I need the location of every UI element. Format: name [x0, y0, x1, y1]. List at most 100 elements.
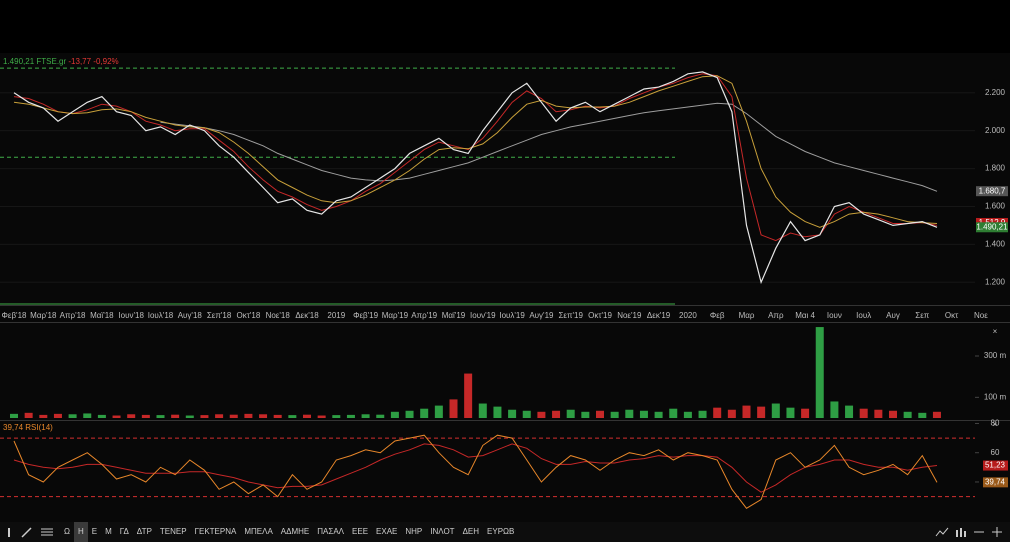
toolbar-button[interactable]: ΕΥΡΩΒ: [487, 527, 515, 536]
y-tick-label: 1.600: [985, 202, 1006, 211]
volume-bar: [39, 414, 48, 418]
top-band: [0, 0, 1010, 53]
toolbar-items: Ω Η Ε Μ ΓΔ ΔΤΡ ΤΕΝΕΡ ΓΕΚΤΕΡΝΑ ΜΠΕΛΑ ΑΔΜΗΕ ΠΑΣΑΛ ΕΕΕ…: [60, 522, 518, 542]
volume-bar: [361, 414, 370, 418]
toolbar-button[interactable]: ΝΗΡ: [405, 527, 423, 536]
volume-bar: [464, 373, 473, 418]
volume-bar: [376, 414, 385, 418]
x-tick-label: Μαι 4: [795, 311, 815, 320]
toolbar-button[interactable]: ΔΕΗ: [462, 527, 480, 536]
toolbar-button[interactable]: ΜΠΕΛΑ: [244, 527, 273, 536]
chart-background: [0, 53, 1010, 522]
toolbar-button[interactable]: Μ: [105, 527, 112, 536]
volume-bar: [83, 413, 92, 418]
volume-bar: [405, 410, 414, 418]
volume-bar: [24, 412, 33, 418]
price-label-box: [976, 222, 1008, 233]
toolbar-button[interactable]: ΠΑΣΑΛ: [317, 527, 345, 536]
close-icon[interactable]: ×: [993, 327, 998, 336]
x-tick-label: Δεκ'18: [295, 311, 319, 320]
value-label: 51,23: [985, 461, 1006, 470]
rsi-header: 39,74 RSI(14): [3, 423, 53, 432]
x-tick-label: Μαρ'18: [30, 311, 57, 320]
toolbar-icons[interactable]: [0, 522, 60, 542]
toolbar-button[interactable]: ΑΔΜΗΕ: [280, 527, 310, 536]
volume-bar: [244, 413, 253, 418]
volume-bar: [845, 405, 854, 418]
volume-bar: [229, 414, 238, 418]
toolbar-button[interactable]: Η: [73, 522, 88, 542]
x-tick-label: Σεπ'19: [558, 311, 583, 320]
rsi-title: RSI(14): [25, 423, 53, 432]
toolbar-button[interactable]: ΙΝΛΟΤ: [430, 527, 455, 536]
volume-bar: [566, 409, 575, 418]
toolbar-button[interactable]: Ω: [64, 527, 70, 536]
volume-bar: [757, 406, 766, 418]
volume-bar: [771, 403, 780, 418]
volume-bar: [874, 409, 883, 418]
y-tick-label: 1.400: [985, 239, 1006, 248]
x-tick-label: Ιουν: [827, 311, 842, 320]
volume-bar: [478, 403, 487, 418]
change: -13,77 -0,92%: [68, 57, 118, 66]
volume-bar: [932, 411, 941, 418]
volume-bar: [273, 414, 282, 418]
x-tick-label: 2020: [679, 311, 697, 320]
toolbar-button[interactable]: ΕΧΑΕ: [376, 527, 398, 536]
x-tick-label: Νοε: [974, 311, 988, 320]
volume-bar: [610, 411, 619, 418]
volume-bar: [508, 409, 517, 418]
volume-bar: [698, 410, 707, 418]
series-line: [160, 102, 938, 192]
x-tick-label: Απρ'19: [411, 311, 437, 320]
toolbar-button[interactable]: ΔΤΡ: [136, 527, 152, 536]
toolbar-button[interactable]: ΕΕΕ: [352, 527, 369, 536]
volume-bar: [639, 410, 648, 418]
value-label: 39,74: [985, 477, 1006, 486]
volume-bar: [317, 415, 326, 418]
x-tick-label: Μαρ: [739, 311, 755, 320]
y-tick-label: 1.200: [985, 277, 1006, 286]
volume-bar: [713, 407, 722, 418]
toolbar-button[interactable]: ΓΕΚΤΕΡΝΑ: [194, 527, 237, 536]
x-tick-label: Μαρ'19: [382, 311, 409, 320]
y-tick-label: 60: [991, 448, 1000, 457]
x-tick-label: Ιουν'19: [470, 311, 496, 320]
x-tick-label: Νοε'19: [617, 311, 642, 320]
close-icon[interactable]: ×: [993, 420, 998, 429]
volume-bar: [669, 408, 678, 418]
volume-bar: [596, 410, 604, 418]
volume-bar: [449, 399, 458, 418]
y-tick-label: 1.800: [985, 164, 1006, 173]
volume-bar: [493, 406, 502, 418]
price-label-box: [976, 186, 1008, 197]
volume-bar: [918, 412, 927, 418]
volume-bar: [53, 413, 62, 418]
toolbar-button[interactable]: ΓΔ: [119, 527, 129, 536]
volume-bar: [903, 411, 912, 418]
volume-bar: [420, 408, 429, 418]
volume-bar: [346, 414, 355, 418]
x-tick-label: Μαϊ'19: [442, 311, 466, 320]
volume-bar: [259, 414, 268, 418]
toolbar-button[interactable]: ΤΕΝΕΡ: [159, 527, 187, 536]
price-label: 1.490,21: [976, 222, 1008, 231]
volume-bar: [288, 415, 297, 418]
x-tick-label: Αυγ: [886, 311, 900, 320]
x-tick-label: Απρ: [768, 311, 784, 320]
volume-bar: [97, 414, 106, 418]
toolbar-button[interactable]: Ε: [91, 527, 98, 536]
y-tick-label: 300 m: [984, 351, 1007, 360]
y-tick-label: 2.000: [985, 126, 1006, 135]
value-label-box: [983, 477, 1008, 488]
volume-bar: [889, 410, 897, 418]
volume-bar: [303, 414, 311, 418]
volume-bar: [801, 408, 810, 418]
x-tick-label: Οκτ'18: [236, 311, 260, 320]
chart-tools[interactable]: [934, 522, 1004, 542]
y-tick-label: 2.200: [985, 88, 1006, 97]
series-line: [13, 71, 938, 285]
volume-bar: [683, 411, 692, 418]
series-line: [13, 75, 938, 228]
